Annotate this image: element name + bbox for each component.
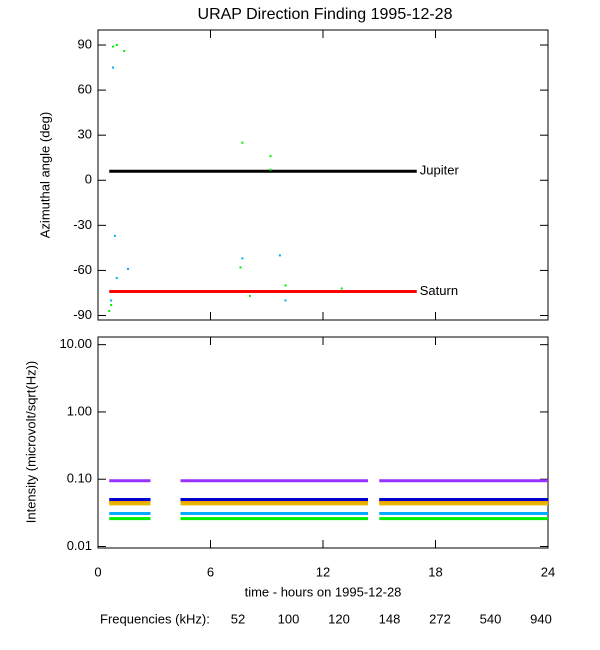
scatter-point <box>127 267 129 270</box>
legend-label: 940 <box>530 611 552 626</box>
series-label: Saturn <box>420 283 458 298</box>
legend-label: 100 <box>278 611 300 626</box>
x-tick-label: 12 <box>316 564 330 579</box>
y-tick-label: -90 <box>73 307 92 322</box>
scatter-point <box>108 309 111 312</box>
y-tick-label: 30 <box>78 127 92 142</box>
x-tick-label: 0 <box>94 564 101 579</box>
scatter-point <box>113 234 116 237</box>
scatter-point <box>269 168 272 171</box>
scatter-point <box>112 66 114 69</box>
scatter-point <box>248 294 251 297</box>
x-tick-label: 18 <box>428 564 442 579</box>
y-tick-label: 60 <box>78 82 92 97</box>
y-tick-label: 0 <box>85 172 92 187</box>
y-tick-label: -60 <box>73 262 92 277</box>
scatter-point <box>340 287 343 290</box>
x-tick-label: 6 <box>207 564 214 579</box>
series-label: Jupiter <box>420 163 460 178</box>
y-tick-label: 1.00 <box>67 403 92 418</box>
scatter-point <box>278 254 281 257</box>
y-axis-label: Intensity (microvolt/sqrt(Hz)) <box>23 361 38 524</box>
legend-label: 272 <box>429 611 451 626</box>
legend-label: 52 <box>231 611 245 626</box>
y-tick-label: 90 <box>78 36 92 51</box>
y-axis-label: Azimuthal angle (deg) <box>37 112 52 238</box>
plot-frame <box>97 29 549 321</box>
legend-label: 540 <box>480 611 502 626</box>
scatter-point <box>284 284 287 287</box>
y-tick-label: 0.10 <box>67 471 92 486</box>
scatter-point <box>241 141 244 144</box>
scatter-point <box>110 299 113 302</box>
scatter-point <box>269 155 272 158</box>
legend-label: 120 <box>328 611 350 626</box>
x-axis-label: time - hours on 1995-12-28 <box>245 584 402 599</box>
scatter-point <box>241 257 244 260</box>
legend-title: Frequencies (kHz): <box>100 611 210 626</box>
y-tick-label: 10.00 <box>59 336 92 351</box>
scatter-point <box>115 276 118 279</box>
chart-title: URAP Direction Finding 1995-12-28 <box>198 6 453 23</box>
scatter-point <box>110 303 113 306</box>
legend-label: 148 <box>379 611 401 626</box>
y-tick-label: -30 <box>73 217 92 232</box>
scatter-point <box>115 44 118 47</box>
scatter-point <box>239 266 242 269</box>
plot-frame <box>97 336 549 549</box>
scatter-point <box>112 45 114 48</box>
x-tick-label: 24 <box>541 564 555 579</box>
scatter-point <box>123 50 126 53</box>
y-tick-label: 0.01 <box>67 538 92 553</box>
scatter-point <box>284 299 287 302</box>
